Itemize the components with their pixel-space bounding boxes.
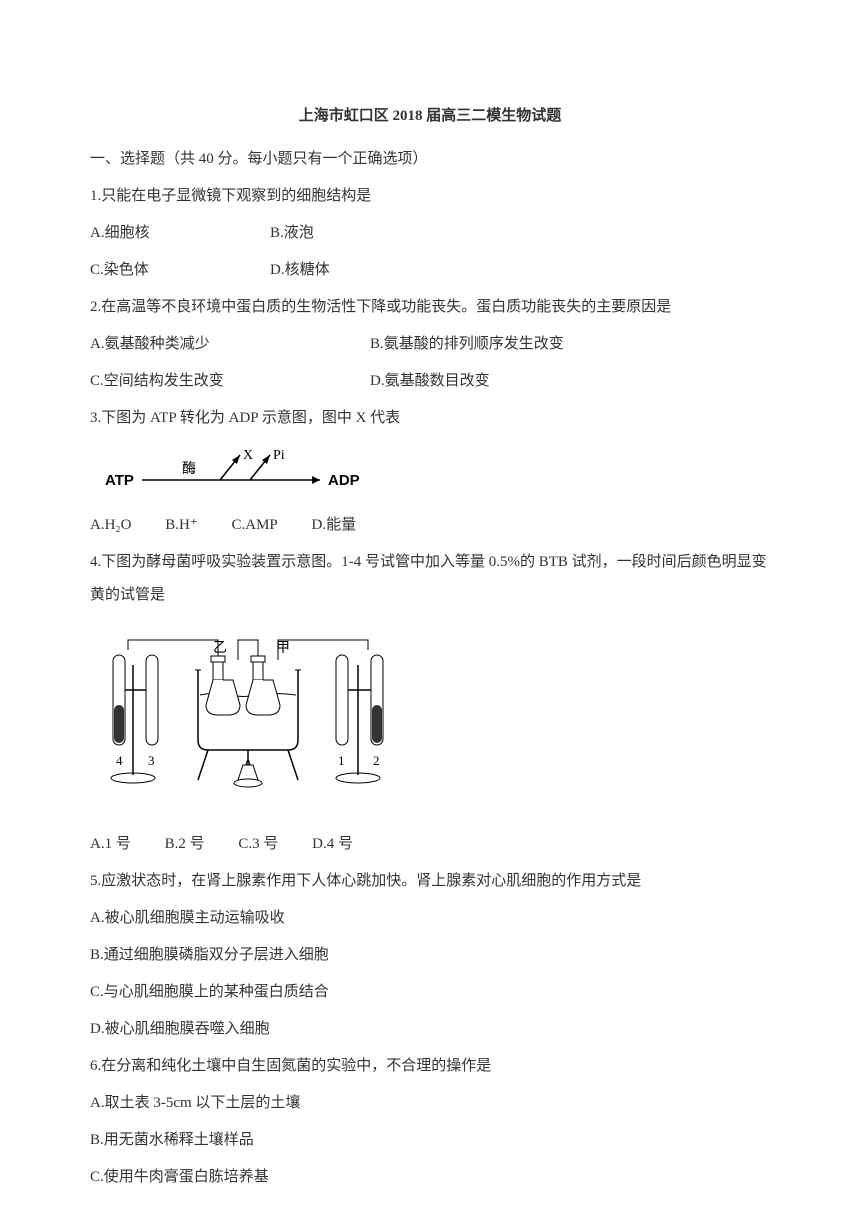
option-5a: A.被心肌细胞膜主动运输吸收 <box>90 902 770 935</box>
question-1-options-row2: C.染色体 D.核糖体 <box>90 254 770 287</box>
option-2d: D.氨基酸数目改变 <box>370 365 490 398</box>
option-6b: B.用无菌水稀释土壤样品 <box>90 1124 770 1157</box>
question-3: 3.下图为 ATP 转化为 ADP 示意图，图中 X 代表 <box>90 402 770 435</box>
option-5b: B.通过细胞膜磷脂双分子层进入细胞 <box>90 939 770 972</box>
option-4d: D.4 号 <box>312 836 353 852</box>
question-2-options-row1: A.氨基酸种类减少 B.氨基酸的排列顺序发生改变 <box>90 328 770 361</box>
option-3a: A.H₂O <box>90 517 131 533</box>
option-1c: C.染色体 <box>90 254 270 287</box>
question-6: 6.在分离和纯化土壤中自生固氮菌的实验中，不合理的操作是 <box>90 1050 770 1083</box>
option-2b: B.氨基酸的排列顺序发生改变 <box>370 328 564 361</box>
atp-label: ATP <box>105 472 134 489</box>
svg-text:3: 3 <box>148 753 155 768</box>
section-header: 一、选择题（共 40 分。每小题只有一个正确选项） <box>90 143 770 176</box>
option-4a: A.1 号 <box>90 836 131 852</box>
question-1-options-row1: A.细胞核 B.液泡 <box>90 217 770 250</box>
question-5: 5.应激状态时，在肾上腺素作用下人体心跳加快。肾上腺素对心肌细胞的作用方式是 <box>90 865 770 898</box>
option-4c: C.3 号 <box>238 836 278 852</box>
x-label: X <box>243 448 253 463</box>
svg-text:乙: 乙 <box>213 640 227 656</box>
option-5c: C.与心肌细胞膜上的某种蛋白质结合 <box>90 976 770 1009</box>
adp-label: ADP <box>328 472 360 489</box>
option-1a: A.细胞核 <box>90 217 270 250</box>
question-1: 1.只能在电子显微镜下观察到的细胞结构是 <box>90 180 770 213</box>
pi-label: Pi <box>273 448 285 463</box>
question-2: 2.在高温等不良环境中蛋白质的生物活性下降或功能丧失。蛋白质功能丧失的主要原因是 <box>90 291 770 324</box>
yeast-diagram: 4 3 乙 甲 1 <box>98 620 398 820</box>
svg-text:2: 2 <box>373 753 380 768</box>
question-4: 4.下图为酵母菌呼吸实验装置示意图。1-4 号试管中加入等量 0.5%的 BTB… <box>90 546 770 612</box>
option-6c: C.使用牛肉膏蛋白胨培养基 <box>90 1161 770 1194</box>
option-1b: B.液泡 <box>270 217 770 250</box>
question-2-options-row2: C.空间结构发生改变 D.氨基酸数目改变 <box>90 365 770 398</box>
option-2a: A.氨基酸种类减少 <box>90 328 370 361</box>
option-1d: D.核糖体 <box>270 254 770 287</box>
option-3b: B.H⁺ <box>165 517 198 533</box>
atp-diagram: ATP 酶 X Pi ADP <box>100 447 380 497</box>
exam-title: 上海市虹口区 2018 届高三二模生物试题 <box>90 100 770 133</box>
option-4b: B.2 号 <box>165 836 205 852</box>
option-3d: D.能量 <box>312 517 357 533</box>
svg-text:甲: 甲 <box>276 641 290 656</box>
question-4-options: A.1 号 B.2 号 C.3 号 D.4 号 <box>90 828 770 861</box>
enzyme-label: 酶 <box>182 461 196 477</box>
option-6a: A.取土表 3-5cm 以下土层的土壤 <box>90 1087 770 1120</box>
option-5d: D.被心肌细胞膜吞噬入细胞 <box>90 1013 770 1046</box>
svg-text:1: 1 <box>338 753 345 768</box>
option-2c: C.空间结构发生改变 <box>90 365 370 398</box>
question-3-options: A.H₂O B.H⁺ C.AMP D.能量 <box>90 509 770 542</box>
svg-text:4: 4 <box>116 753 123 768</box>
option-3c: C.AMP <box>232 517 278 533</box>
